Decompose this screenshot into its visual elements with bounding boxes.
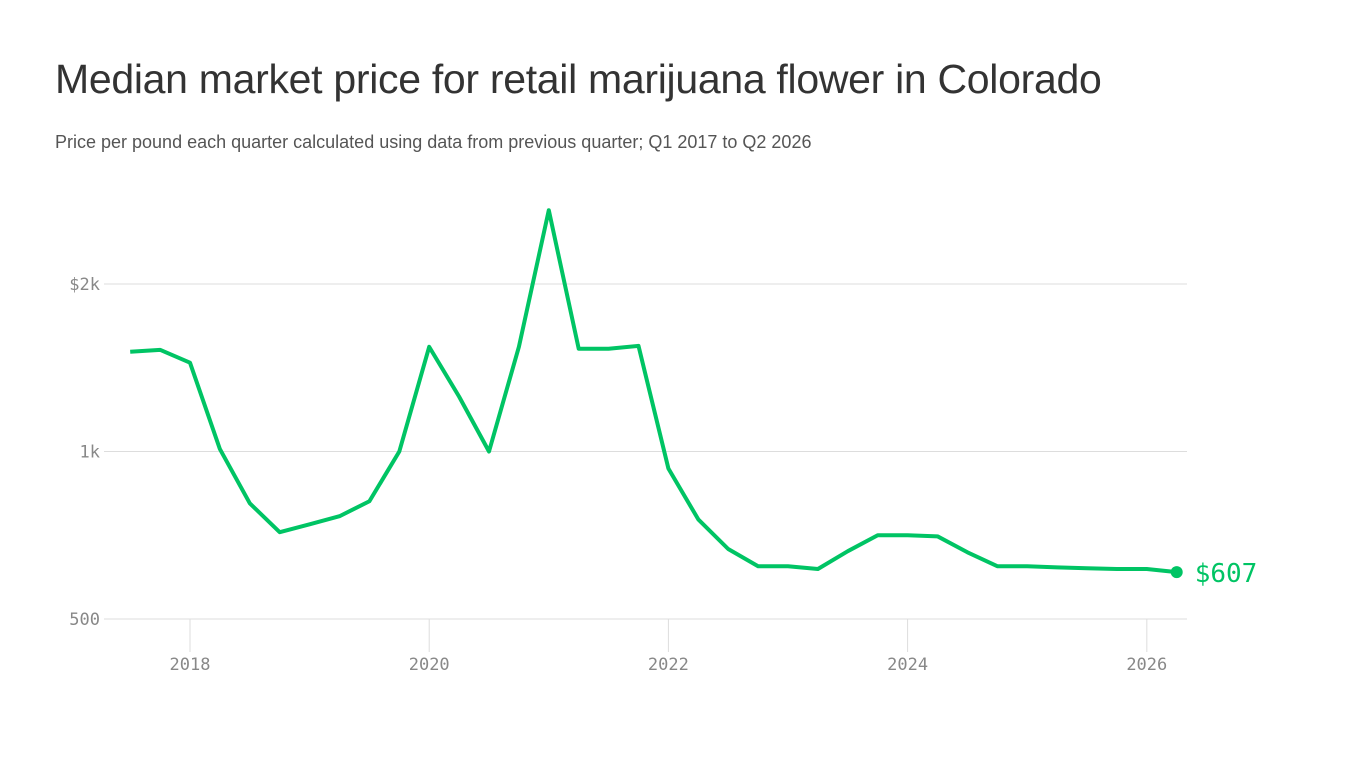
y-tick-label: 1k — [80, 443, 100, 463]
y-tick-label: 500 — [69, 610, 100, 630]
y-tick-label: $2k — [69, 275, 100, 295]
end-value-label: $607 — [1195, 559, 1258, 589]
end-point-marker — [1170, 566, 1183, 579]
x-tick-label: 2026 — [1126, 655, 1167, 675]
x-tick-label: 2024 — [887, 655, 928, 675]
x-tick-label: 2020 — [409, 655, 450, 675]
chart-subtitle: Price per pound each quarter calculated … — [55, 132, 812, 152]
chart-title: Median market price for retail marijuana… — [55, 56, 1102, 102]
price-line — [130, 208, 1177, 575]
x-tick-label: 2022 — [648, 655, 689, 675]
x-tick-label: 2018 — [170, 655, 211, 675]
